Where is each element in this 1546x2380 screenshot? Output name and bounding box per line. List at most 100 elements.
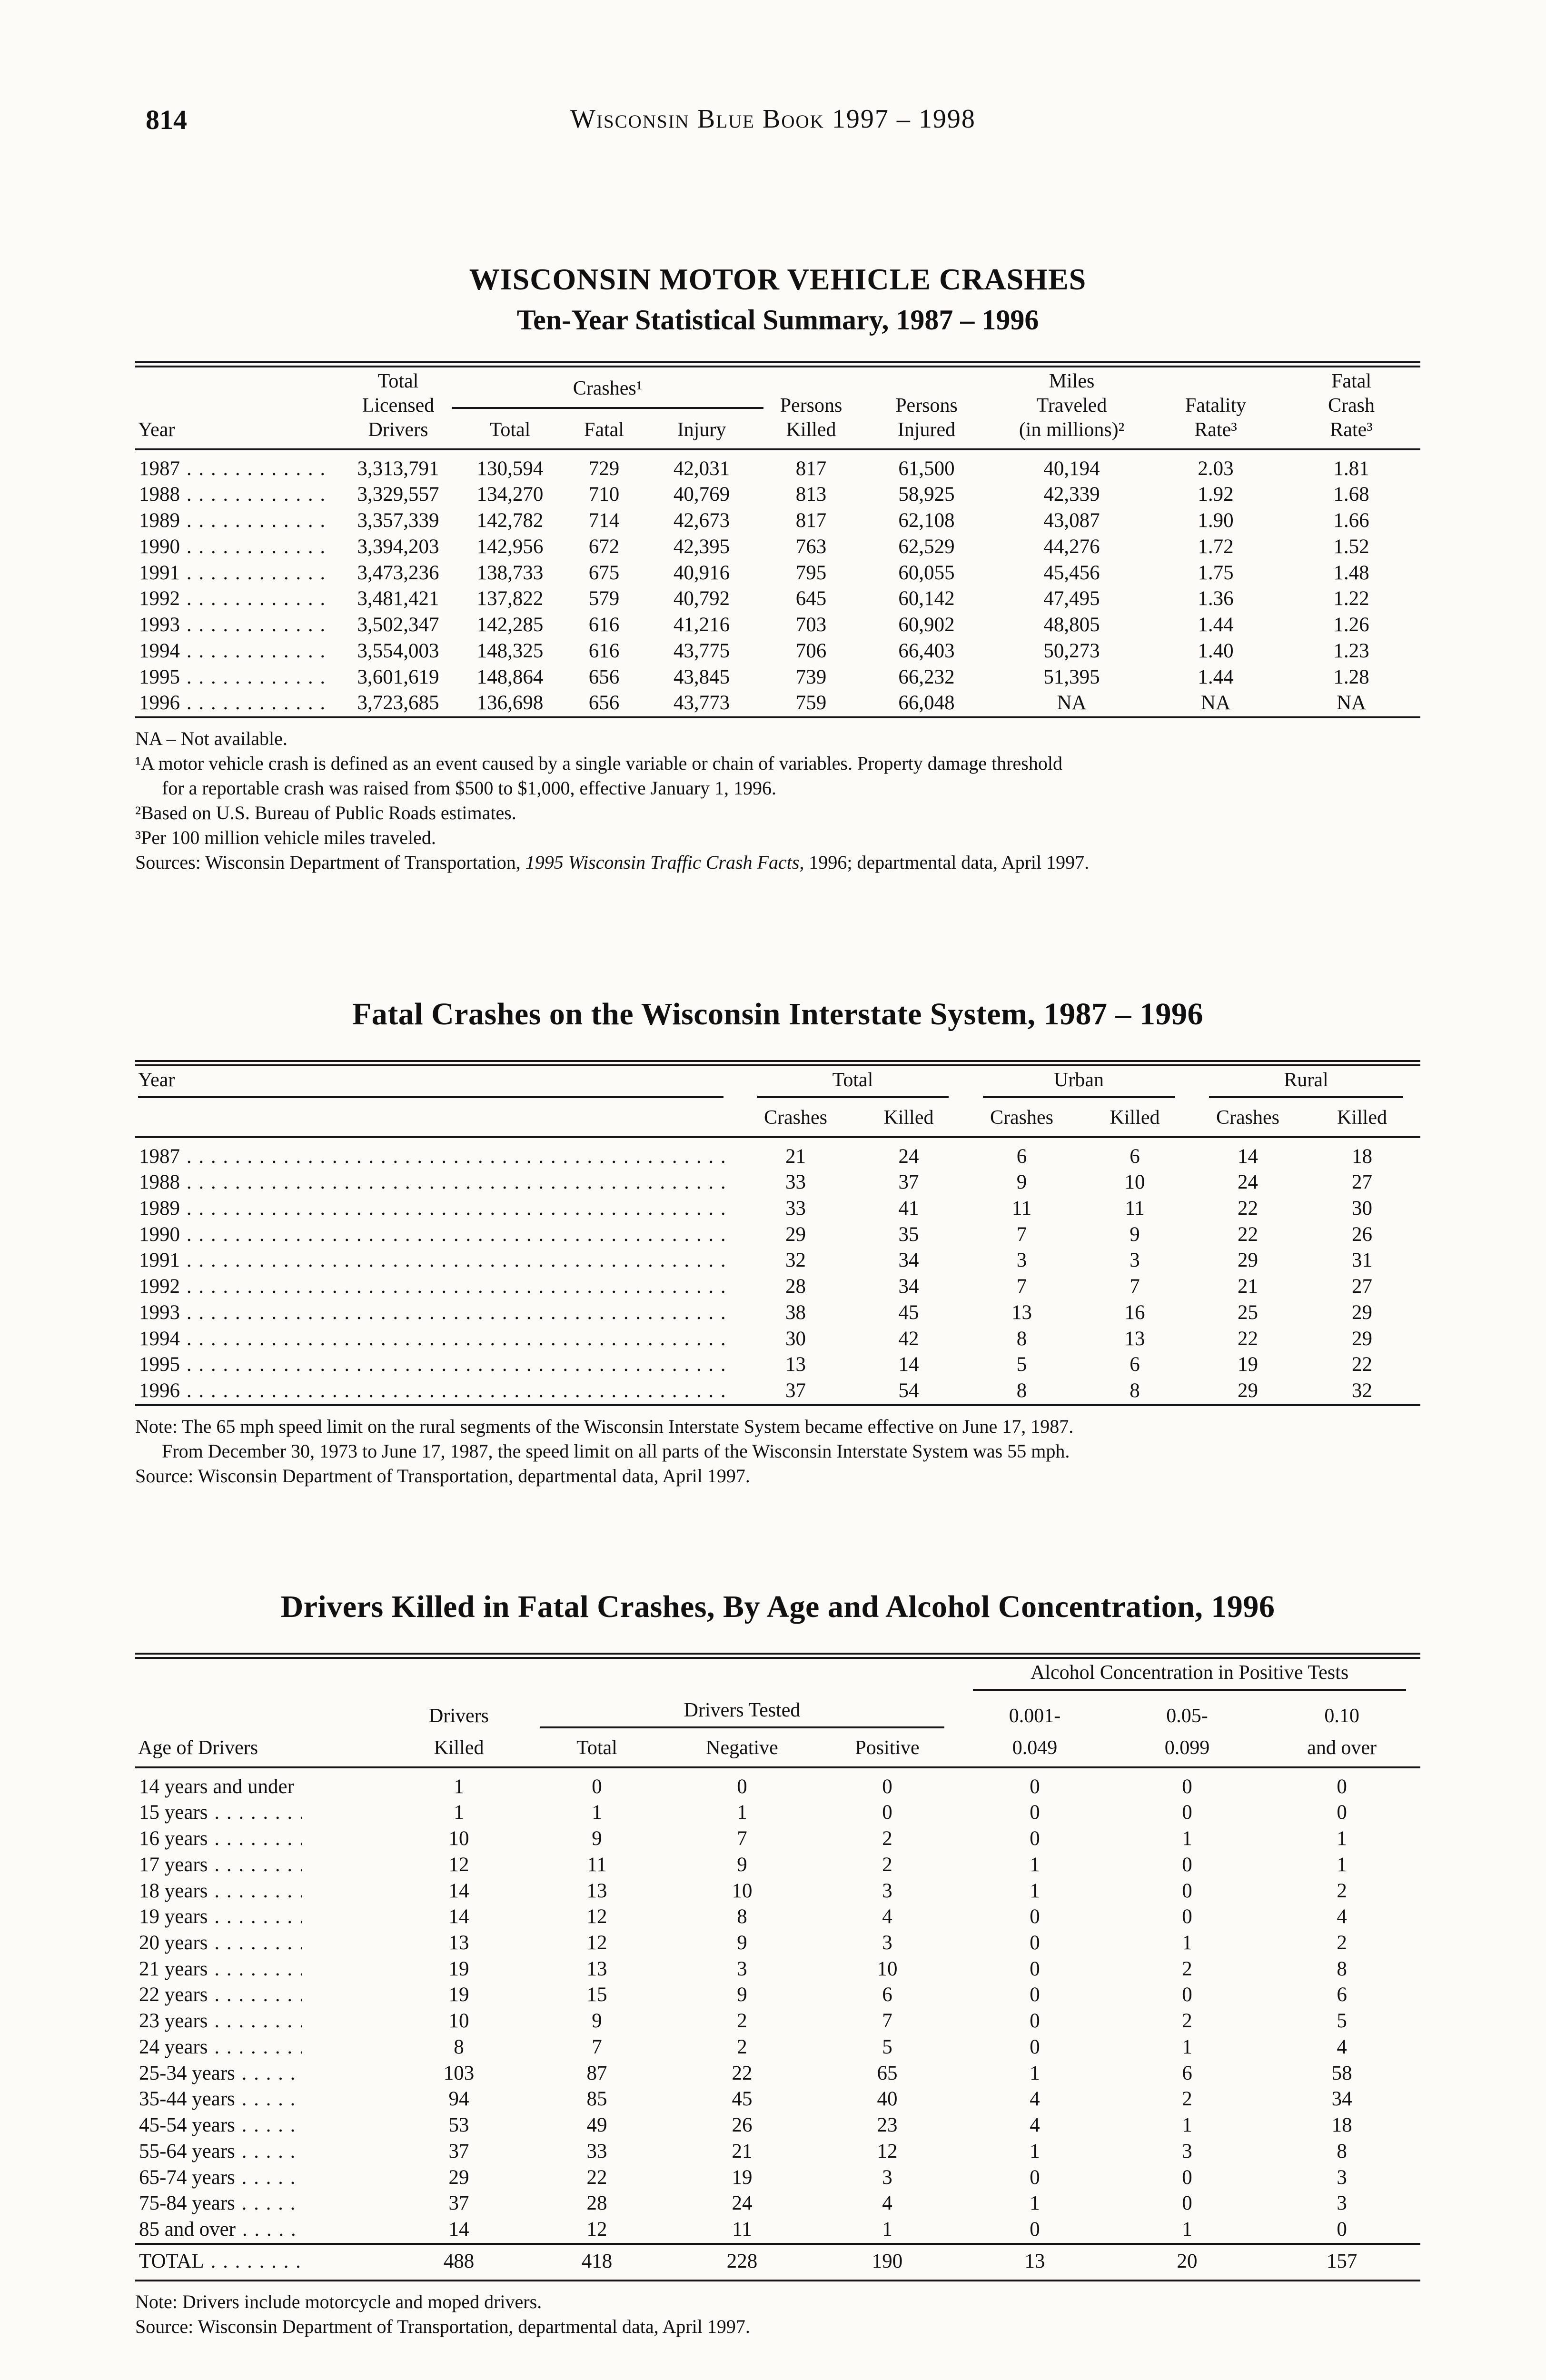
value-cell: 42,673 [673,509,730,532]
value-cell: 18 [1331,2114,1352,2137]
value-cell: 14 [1238,1145,1259,1168]
value-cell: 53 [448,2114,469,2137]
value-cell: 11 [1011,1197,1032,1220]
row-label-cell: 1995....................................… [135,1352,740,1378]
value-cell: 43,775 [673,639,730,662]
table-row: 1987....................................… [135,1137,1420,1170]
col-header-total-killed: Killed [852,1104,966,1138]
value-cell: 3 [1337,2166,1347,2189]
value-cell: 4 [1030,2088,1040,2111]
value-cell: 813 [795,483,827,506]
value-cell: 41 [898,1197,919,1220]
row-label: 1992 [139,587,180,610]
leader-dots: ........................................… [187,510,332,532]
value-cell: 1.44 [1198,665,1234,688]
value-cell: 6 [882,1983,892,2006]
row-label: 21 years [139,1957,208,1980]
row-label: 23 years [139,2010,208,2033]
value-cell: 0 [1182,2166,1192,2189]
row-label: 1989 [139,1197,180,1220]
leader-dots: ........................................… [214,2036,302,2058]
table-row: 1988....................................… [135,1170,1420,1196]
col-group-alcohol-concentration: Alcohol Concentration in Positive Tests [959,1659,1420,1696]
value-cell: 2.03 [1198,457,1234,480]
row-label: 20 years [139,1931,208,1954]
col-header-year-spacer [135,1104,740,1138]
row-label: 17 years [139,1853,208,1876]
leader-dots: ........................................… [187,614,332,636]
value-cell: NA [1200,692,1231,714]
value-cell: 40,916 [673,561,730,584]
value-cell: 6 [1182,2062,1192,2084]
value-cell: 0 [1182,1775,1192,1798]
table-row: 18 years................................… [135,1878,1420,1904]
table-row: 1994....................................… [135,1326,1420,1352]
value-cell: 19 [1238,1353,1259,1376]
value-cell: NA [1336,692,1367,714]
leader-dots: ........................................… [187,1145,730,1168]
value-cell: 103 [443,2062,475,2084]
row-label: 65-74 years [139,2166,235,2189]
value-cell: 0 [1182,1801,1192,1824]
interstate-crashes-table: Year Total Urban Rural Crashes Killed Cr… [135,1066,1421,1404]
value-cell: 58 [1331,2062,1352,2084]
table-row: 19 years................................… [135,1904,1420,1930]
table-row: 1990....................................… [135,1222,1420,1248]
leader-dots: ........................................… [187,1171,730,1194]
leader-dots: ........................................… [241,2140,302,2162]
leader-dots: ........................................… [214,1958,302,1980]
value-cell: 729 [588,457,620,480]
col-header-year: Year [135,367,345,450]
leader-dots: ........................................… [214,1906,302,1928]
value-cell: 16 [1124,1301,1145,1324]
col-header-urban-crashes: Crashes [966,1104,1078,1138]
value-cell: 26 [1352,1223,1373,1246]
value-cell: 14 [898,1353,919,1376]
table-row: 15 years................................… [135,1800,1420,1826]
leader-dots: ........................................… [214,1932,302,1954]
value-cell: 616 [588,614,620,636]
row-label: 1992 [139,1275,180,1298]
value-cell: 706 [795,639,827,662]
row-label: 1996 [139,692,180,714]
row-label: 15 years [139,1801,208,1824]
row-label: 1995 [139,1353,180,1376]
table-row: 1991....................................… [135,560,1420,586]
col-group-drivers-tested: Drivers Tested [525,1696,959,1734]
value-cell: 29 [448,2166,469,2189]
value-cell: 22 [1352,1353,1373,1376]
value-cell: 22 [1238,1223,1259,1246]
value-cell: 1.22 [1333,587,1369,610]
value-cell: 7 [1130,1275,1140,1298]
value-cell: 0 [1030,2218,1040,2241]
value-cell: 1 [454,1801,464,1824]
table-row: 1992....................................… [135,1274,1420,1300]
footnote-1-line2: for a reportable crash was raised from $… [162,777,777,799]
value-cell: 3 [882,1931,892,1954]
value-cell: 130,594 [476,457,544,480]
row-label: 1990 [139,535,180,558]
value-cell: 19 [448,1983,469,2006]
running-head: Wisconsin Blue Book 1997 – 1998 [570,104,976,134]
value-cell: 1.90 [1198,509,1234,532]
table-row: 35-44 years.............................… [135,2086,1420,2112]
row-label-cell: 1989....................................… [135,508,345,534]
header-spacer [135,1696,392,1734]
value-cell: 40 [877,2088,898,2111]
row-label-cell: 1993....................................… [135,1300,740,1326]
value-cell: 1 [1030,2140,1040,2162]
col-group-urban: Urban [966,1066,1192,1104]
value-cell: 66,048 [898,692,955,714]
table-row: 1993....................................… [135,612,1420,638]
leader-dots: ........................................… [187,536,332,558]
value-cell: 4 [882,1905,892,1928]
row-label-cell: 1994....................................… [135,638,345,664]
value-cell: 142,782 [476,509,544,532]
value-cell: 22 [1238,1197,1259,1220]
row-label: 1987 [139,1145,180,1168]
table-row: 25-34 years.............................… [135,2061,1420,2087]
table-row: 24 years................................… [135,2034,1420,2061]
value-cell: 1.66 [1333,509,1369,532]
table-row: 1995....................................… [135,664,1420,691]
row-label: 55-64 years [139,2140,235,2162]
